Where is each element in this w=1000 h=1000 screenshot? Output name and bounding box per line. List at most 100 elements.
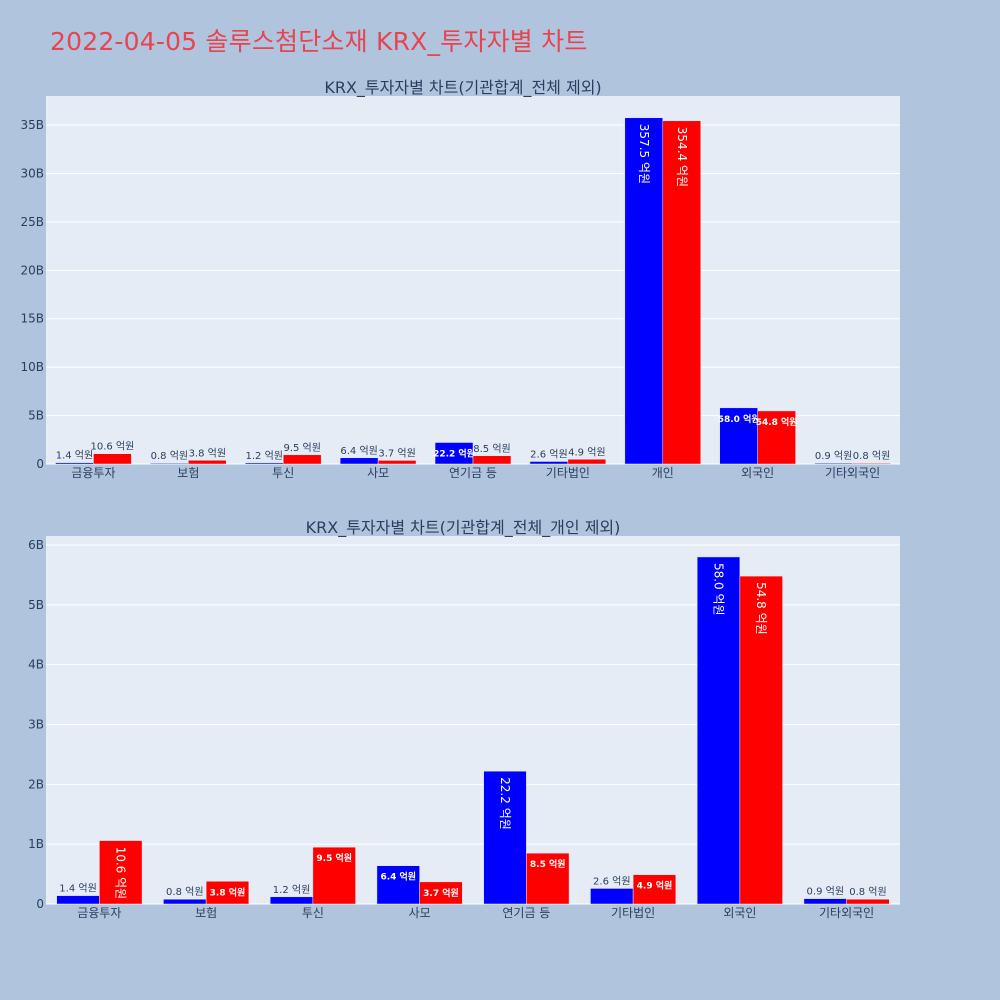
y-tick-label: 35B [20, 118, 44, 132]
bar [757, 410, 796, 465]
bar [739, 575, 783, 905]
data-label: 6.4 억원 [380, 871, 416, 883]
data-label: 3.8 억원 [210, 886, 246, 898]
data-label: 10.6 억원 [90, 441, 134, 453]
y-tick-label: 30B [20, 166, 44, 180]
x-tick-label: 금융투자 [77, 906, 121, 920]
x-tick-label: 기타외국인 [825, 466, 880, 480]
y-tick-label: 1B [28, 837, 44, 851]
y-tick-label: 25B [20, 215, 44, 229]
x-tick-label: 외국인 [741, 466, 774, 480]
data-label: 3.7 억원 [423, 887, 459, 899]
bar [434, 442, 474, 465]
y-tick-label: 5B [28, 409, 44, 423]
data-label: 54.8 억원 [756, 416, 798, 428]
data-label: 0.9 억원 [815, 450, 852, 462]
data-label: 0.9 억원 [807, 886, 844, 898]
data-label: 0.8 억원 [849, 886, 886, 898]
x-tick-label: 보험 [195, 906, 217, 920]
y-tick-label: 0 [36, 457, 44, 471]
page-title: 2022-04-05 솔루스첨단소재 KRX_투자자별 차트 [50, 27, 588, 56]
y-tick-label: 3B [28, 717, 44, 731]
data-label: 10.6 억원 [114, 847, 128, 900]
bar [483, 770, 527, 905]
data-label: 1.4 억원 [59, 883, 96, 895]
bar [567, 459, 607, 465]
x-tick-label: 연기금 등 [449, 466, 497, 480]
data-label: 1.2 억원 [246, 450, 283, 462]
y-tick-label: 2B [28, 777, 44, 791]
data-label: 0.8 억원 [853, 450, 890, 462]
bar [696, 556, 741, 905]
y-tick-label: 6B [28, 538, 44, 552]
bar [163, 898, 207, 905]
bar [56, 895, 100, 905]
bar [803, 898, 847, 905]
data-label: 2.6 억원 [530, 448, 567, 460]
x-tick-label: 사모 [409, 906, 431, 920]
data-label: 3.8 억원 [189, 447, 226, 459]
y-tick-label: 15B [20, 312, 44, 326]
bar [312, 846, 356, 905]
bar [99, 840, 143, 905]
chart-title: KRX_투자자별 차트(기관합계_전체 제외) [324, 78, 601, 98]
bar [590, 888, 634, 905]
data-label: 22.2 억원 [498, 777, 512, 830]
bar [526, 852, 570, 905]
bar [93, 453, 132, 465]
data-label: 9.5 억원 [283, 442, 320, 454]
x-tick-label: 기타법인 [611, 906, 655, 920]
bar [419, 881, 463, 905]
bar [852, 462, 891, 465]
data-label: 4.9 억원 [568, 446, 605, 458]
y-tick-label: 10B [20, 360, 44, 374]
bar [376, 865, 420, 905]
bar [269, 896, 314, 905]
data-label: 3.7 억원 [378, 447, 415, 459]
data-label: 58.0 억원 [712, 563, 726, 616]
chart-title: KRX_투자자별 차트(기관합계_전체_개인 제외) [306, 518, 621, 538]
data-label: 58.0 억원 [718, 413, 760, 425]
bar [632, 874, 677, 905]
bar [472, 455, 512, 465]
y-tick-label: 5B [28, 598, 44, 612]
x-tick-label: 보험 [177, 466, 199, 480]
plot-area [46, 96, 900, 464]
y-tick-label: 20B [20, 263, 44, 277]
x-tick-label: 사모 [367, 466, 389, 480]
data-label: 2.6 억원 [593, 875, 630, 887]
bar [846, 898, 890, 905]
data-label: 4.9 억원 [637, 880, 673, 892]
x-tick-label: 기타외국인 [819, 906, 874, 920]
data-label: 357.5 억원 [637, 124, 651, 184]
bar [205, 881, 250, 905]
bar [377, 460, 417, 465]
x-tick-label: 투신 [302, 906, 324, 920]
data-label: 9.5 억원 [316, 852, 352, 864]
data-label: 8.5 억원 [473, 443, 510, 455]
data-label: 1.2 억원 [273, 884, 310, 896]
data-label: 1.4 억원 [56, 450, 93, 462]
data-label: 22.2 억원 [433, 448, 475, 460]
x-tick-label: 금융투자 [71, 466, 115, 480]
x-tick-label: 외국인 [723, 906, 756, 920]
bar [282, 454, 322, 465]
bar [719, 407, 758, 465]
bar [188, 460, 227, 465]
x-tick-label: 연기금 등 [502, 906, 550, 920]
bar [662, 120, 701, 465]
x-tick-label: 기타법인 [546, 466, 590, 480]
data-label: 54.8 억원 [754, 582, 768, 635]
x-tick-label: 개인 [652, 466, 674, 480]
data-label: 354.4 억원 [675, 127, 689, 187]
y-tick-label: 0 [36, 897, 44, 911]
bar [624, 117, 664, 465]
data-label: 8.5 억원 [530, 858, 566, 870]
x-tick-label: 투신 [272, 466, 294, 480]
data-label: 6.4 억원 [340, 445, 377, 457]
data-label: 0.8 억원 [151, 450, 188, 462]
data-label: 0.8 억원 [166, 886, 203, 898]
y-tick-label: 4B [28, 658, 44, 672]
